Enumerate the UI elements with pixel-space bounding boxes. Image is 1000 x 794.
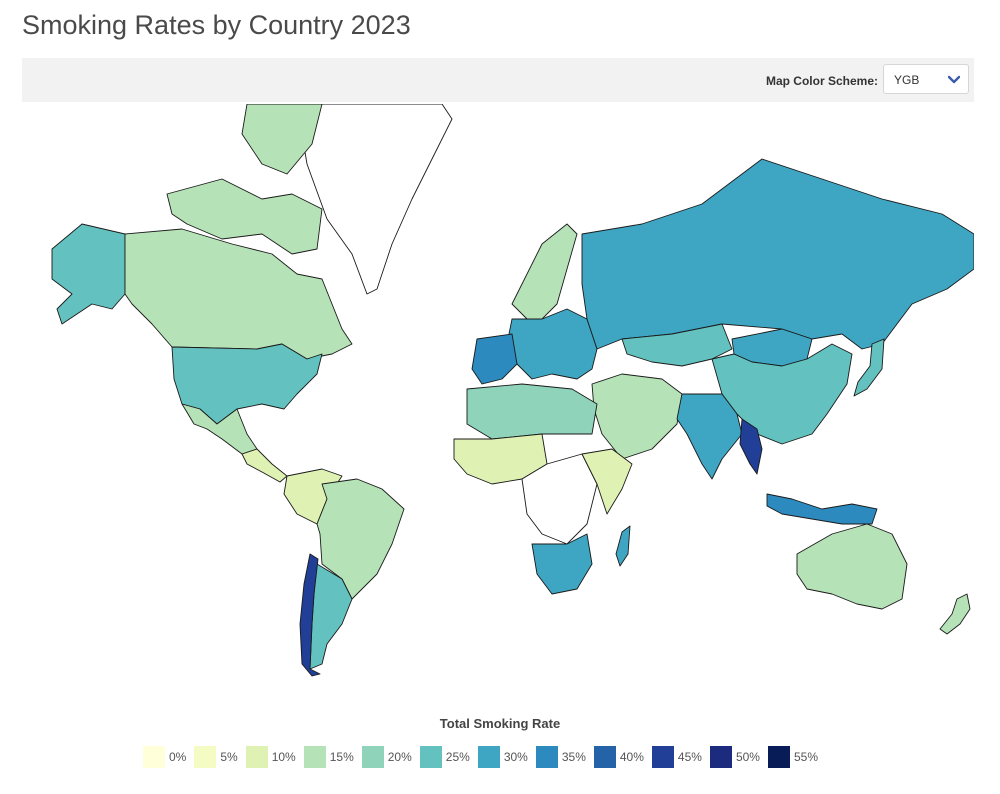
- legend-label: 45%: [677, 750, 702, 764]
- legend-item: 25%: [419, 746, 470, 768]
- legend-label: 55%: [793, 750, 818, 764]
- legend-label: 35%: [561, 750, 586, 764]
- country-canada[interactable]: [124, 228, 353, 360]
- legend-label: 20%: [387, 750, 412, 764]
- legend-label: 15%: [329, 750, 354, 764]
- legend-label: 5%: [220, 750, 238, 764]
- legend-swatch: [767, 746, 790, 768]
- legend-swatch: [143, 746, 165, 768]
- country-central-america[interactable]: [241, 448, 288, 483]
- legend-swatch: [535, 746, 558, 768]
- legend-item: 45%: [651, 746, 702, 768]
- legend-item: 55%: [767, 746, 818, 768]
- country-europe[interactable]: [506, 308, 598, 380]
- legend-title: Total Smoking Rate: [439, 716, 561, 731]
- legend-label: 0%: [169, 750, 187, 764]
- color-scheme-value: YGB: [894, 73, 920, 87]
- world-map[interactable]: [22, 104, 974, 684]
- country-australia[interactable]: [796, 523, 908, 610]
- legend-item: 30%: [477, 746, 528, 768]
- legend-label: 10%: [271, 750, 296, 764]
- country-indonesia[interactable]: [766, 493, 878, 525]
- legend-item: 20%: [361, 746, 412, 768]
- country-arctic-islands-2[interactable]: [166, 178, 323, 255]
- map-toolbar: Map Color Scheme: YGB: [22, 58, 974, 102]
- legend-label: 40%: [619, 750, 644, 764]
- country-spain-france[interactable]: [471, 333, 518, 385]
- country-greenland[interactable]: [301, 104, 453, 295]
- color-scheme-label: Map Color Scheme:: [765, 74, 878, 88]
- country-arctic-islands[interactable]: [241, 104, 323, 175]
- country-chile[interactable]: [299, 553, 321, 677]
- color-scheme-select[interactable]: YGB: [883, 64, 969, 94]
- page-title: Smoking Rates by Country 2023: [22, 10, 411, 40]
- legend-swatch: [245, 746, 268, 768]
- country-madagascar[interactable]: [615, 525, 631, 567]
- country-new-zealand[interactable]: [939, 593, 971, 635]
- country-middle-east[interactable]: [591, 373, 683, 460]
- legend-swatch: [303, 746, 326, 768]
- legend-item: 5%: [194, 746, 238, 768]
- legend-label: 30%: [503, 750, 528, 764]
- country-south-africa[interactable]: [531, 533, 593, 595]
- country-india[interactable]: [676, 393, 743, 480]
- legend-label: 25%: [445, 750, 470, 764]
- country-scandinavia[interactable]: [511, 223, 578, 320]
- legend-swatch: [194, 746, 217, 768]
- legend-item: 0%: [143, 746, 186, 768]
- legend-swatch: [651, 746, 674, 768]
- legend-swatch: [361, 746, 384, 768]
- legend-swatch: [593, 746, 616, 768]
- legend: 0% 5% 10% 15% 20% 25% 30% 35% 40% 45% 50% 55%: [143, 746, 826, 768]
- legend-swatch: [419, 746, 442, 768]
- country-north-africa[interactable]: [466, 383, 598, 440]
- legend-swatch: [477, 746, 500, 768]
- country-alaska[interactable]: [51, 223, 126, 325]
- legend-swatch: [709, 746, 732, 768]
- legend-item: 40%: [593, 746, 644, 768]
- chevron-down-icon: [948, 75, 960, 84]
- country-myanmar[interactable]: [739, 418, 763, 475]
- legend-item: 10%: [245, 746, 296, 768]
- country-japan[interactable]: [853, 338, 885, 397]
- country-russia[interactable]: [581, 158, 974, 350]
- legend-item: 15%: [303, 746, 354, 768]
- legend-label: 50%: [735, 750, 760, 764]
- legend-item: 35%: [535, 746, 586, 768]
- legend-item: 50%: [709, 746, 760, 768]
- country-central-africa[interactable]: [521, 453, 598, 545]
- country-east-africa[interactable]: [581, 448, 633, 515]
